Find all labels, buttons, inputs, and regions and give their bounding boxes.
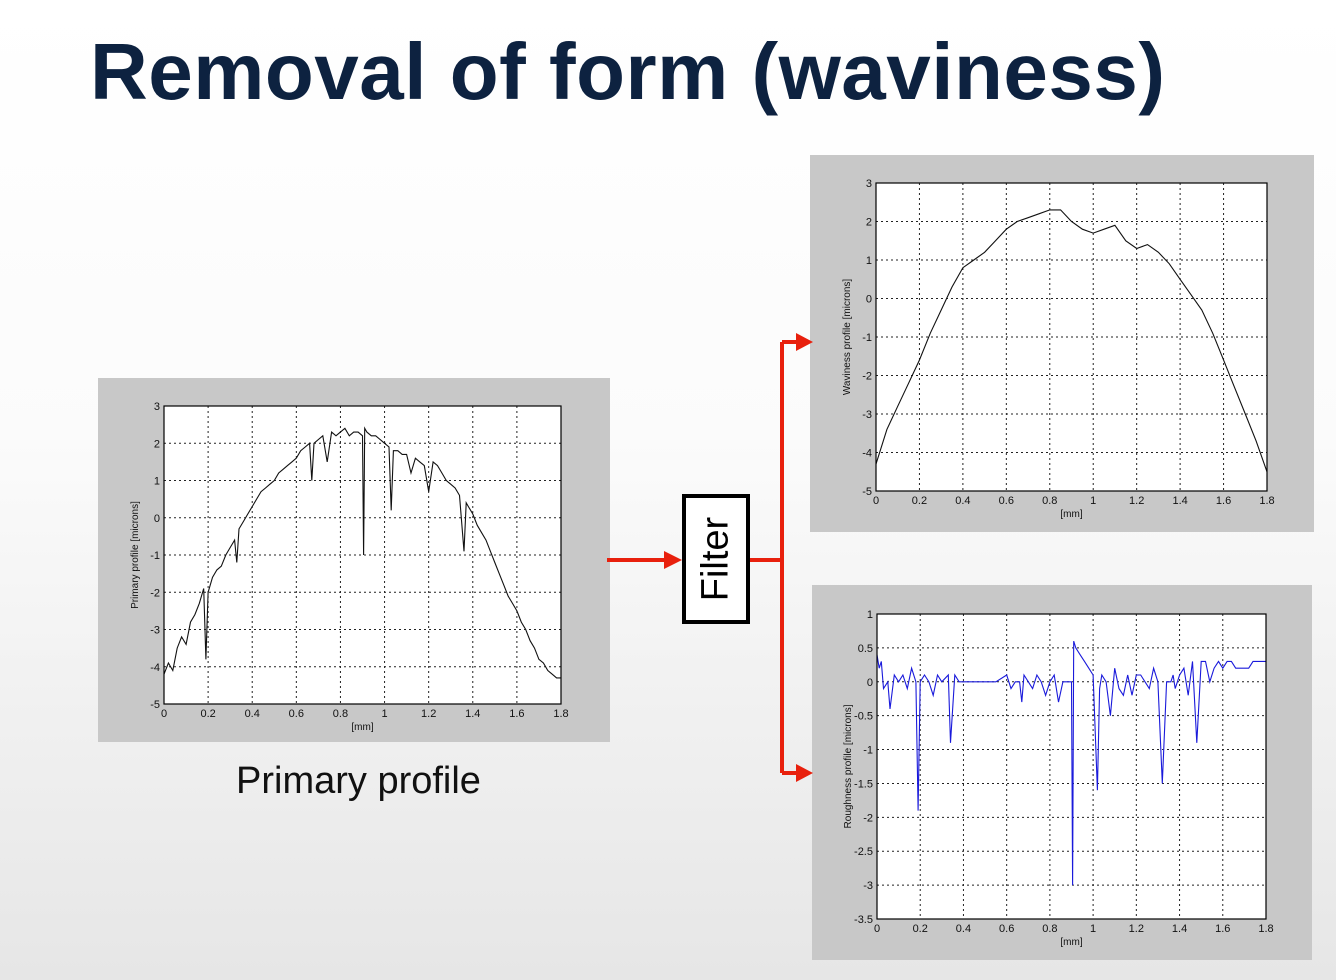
waviness-x-tick-label: 1.8 <box>1259 495 1274 507</box>
roughness-y-tick-label: -3.5 <box>854 914 873 926</box>
roughness-x-tick-label: 1.4 <box>1172 923 1187 935</box>
primary-y-tick-label: 1 <box>154 476 160 488</box>
roughness-x-tick-label: 0.6 <box>999 923 1014 935</box>
roughness-x-tick-label: 1.6 <box>1215 923 1230 935</box>
roughness-y-tick-label: -2.5 <box>854 846 873 858</box>
roughness-x-axis-label: [mm] <box>1060 937 1082 948</box>
roughness-x-tick-label: 1 <box>1090 923 1096 935</box>
filter-box: Filter <box>682 494 750 624</box>
primary-y-tick-label: -3 <box>150 625 160 637</box>
waviness-x-tick-label: 0.4 <box>955 495 970 507</box>
roughness-series-line <box>876 640 1266 886</box>
roughness-x-tick-label: 0.2 <box>913 923 928 935</box>
waviness-y-tick-label: -3 <box>862 409 872 421</box>
roughness-profile-chart: 0 0.2 0.4 0.6 0.8 1 1.2 1.4 1.6 1.8 -3.5 -3 -2.5 -2 -1… <box>843 609 1274 948</box>
split-connector <box>750 342 784 773</box>
roughness-y-tick-label: -1.5 <box>854 778 873 790</box>
roughness-y-tick-label: -3 <box>863 880 873 892</box>
primary-y-axis-label: Primary profile [microns] <box>130 501 141 609</box>
waviness-profile-chart: 0 0.2 0.4 0.6 0.8 1 1.2 1.4 1.6 1.8 -5 -4 -3 -2 -1 0 1 2 3… <box>842 178 1275 520</box>
primary-x-tick-label: 0.6 <box>289 708 304 720</box>
waviness-y-tick-label: -2 <box>862 371 872 383</box>
roughness-x-tick-label: 1.8 <box>1258 923 1273 935</box>
waviness-profile-panel: 0 0.2 0.4 0.6 0.8 1 1.2 1.4 1.6 1.8 -5 -4 -3 -2 -1 0 1 2 3… <box>810 155 1314 532</box>
waviness-x-tick-label: 0.2 <box>912 495 927 507</box>
primary-x-tick-label: 1 <box>381 708 387 720</box>
primary-y-tick-label: 2 <box>154 438 160 450</box>
waviness-x-tick-label: 1.4 <box>1172 495 1187 507</box>
waviness-y-tick-label: 0 <box>866 294 872 306</box>
waviness-x-tick-label: 1 <box>1090 495 1096 507</box>
primary-series-line <box>163 426 561 679</box>
input-arrow <box>607 551 682 569</box>
waviness-plot-frame <box>875 182 1268 492</box>
waviness-y-tick-label: -4 <box>862 448 872 460</box>
roughness-y-tick-label: -0.5 <box>854 711 873 723</box>
waviness-x-tick-label: 0.6 <box>999 495 1014 507</box>
primary-x-tick-label: 1.4 <box>465 708 480 720</box>
slide-title: Removal of form (waviness) <box>90 27 1166 116</box>
waviness-y-tick-label: 2 <box>866 217 872 229</box>
filter-label: Filter <box>694 516 737 602</box>
waviness-y-tick-label: -5 <box>862 486 872 498</box>
waviness-y-tick-label: 3 <box>866 178 872 190</box>
waviness-x-tick-label: 1.6 <box>1216 495 1231 507</box>
primary-y-tick-label: 0 <box>154 513 160 525</box>
roughness-x-tick-label: 0.8 <box>1042 923 1057 935</box>
primary-x-tick-label: 0 <box>161 708 167 720</box>
primary-y-tick-label: -4 <box>150 662 160 674</box>
primary-x-tick-label: 0.2 <box>200 708 215 720</box>
primary-profile-chart: 0 0.2 0.4 0.6 0.8 1 1.2 1.4 1.6 1.8 -5 -4 -3 -2 -1 0 1 2 3… <box>130 401 569 733</box>
roughness-x-tick-label: 0.4 <box>956 923 971 935</box>
primary-profile-caption: Primary profile <box>236 760 481 802</box>
primary-x-tick-label: 1.8 <box>553 708 568 720</box>
waviness-x-tick-label: 1.2 <box>1129 495 1144 507</box>
primary-y-tick-label: -2 <box>150 587 160 599</box>
primary-x-tick-label: 0.8 <box>333 708 348 720</box>
primary-y-tick-label: -1 <box>150 550 160 562</box>
waviness-y-tick-label: 1 <box>866 255 872 267</box>
primary-x-tick-label: 0.4 <box>245 708 260 720</box>
roughness-y-axis-label: Roughness profile [microns] <box>843 704 854 828</box>
waviness-y-axis-label: Waviness profile [microns] <box>842 279 853 396</box>
roughness-y-tick-label: 0 <box>867 677 873 689</box>
roughness-plot-frame <box>876 613 1267 920</box>
primary-x-axis-label: [mm] <box>351 722 373 733</box>
waviness-x-tick-label: 0.8 <box>1042 495 1057 507</box>
primary-profile-panel: 0 0.2 0.4 0.6 0.8 1 1.2 1.4 1.6 1.8 -5 -4 -3 -2 -1 0 1 2 3… <box>98 378 610 742</box>
waviness-y-tick-label: -1 <box>862 332 872 344</box>
roughness-x-tick-label: 0 <box>874 923 880 935</box>
waviness-series-line <box>875 209 1268 472</box>
primary-x-tick-label: 1.6 <box>509 708 524 720</box>
primary-y-tick-label: -5 <box>150 699 160 711</box>
primary-y-tick-label: 3 <box>154 401 160 413</box>
waviness-x-tick-label: 0 <box>873 495 879 507</box>
waviness-output-arrow <box>782 333 813 351</box>
roughness-y-tick-label: -2 <box>863 812 873 824</box>
primary-plot-frame <box>163 405 562 705</box>
roughness-profile-panel: 0 0.2 0.4 0.6 0.8 1 1.2 1.4 1.6 1.8 -3.5 -3 -2.5 -2 -1… <box>812 585 1312 960</box>
roughness-x-tick-label: 1.2 <box>1129 923 1144 935</box>
roughness-y-tick-label: 0.5 <box>858 643 873 655</box>
roughness-y-tick-label: 1 <box>867 609 873 621</box>
roughness-output-arrow <box>782 764 813 782</box>
primary-x-tick-label: 1.2 <box>421 708 436 720</box>
roughness-y-tick-label: -1 <box>863 745 873 757</box>
waviness-x-axis-label: [mm] <box>1060 509 1082 520</box>
